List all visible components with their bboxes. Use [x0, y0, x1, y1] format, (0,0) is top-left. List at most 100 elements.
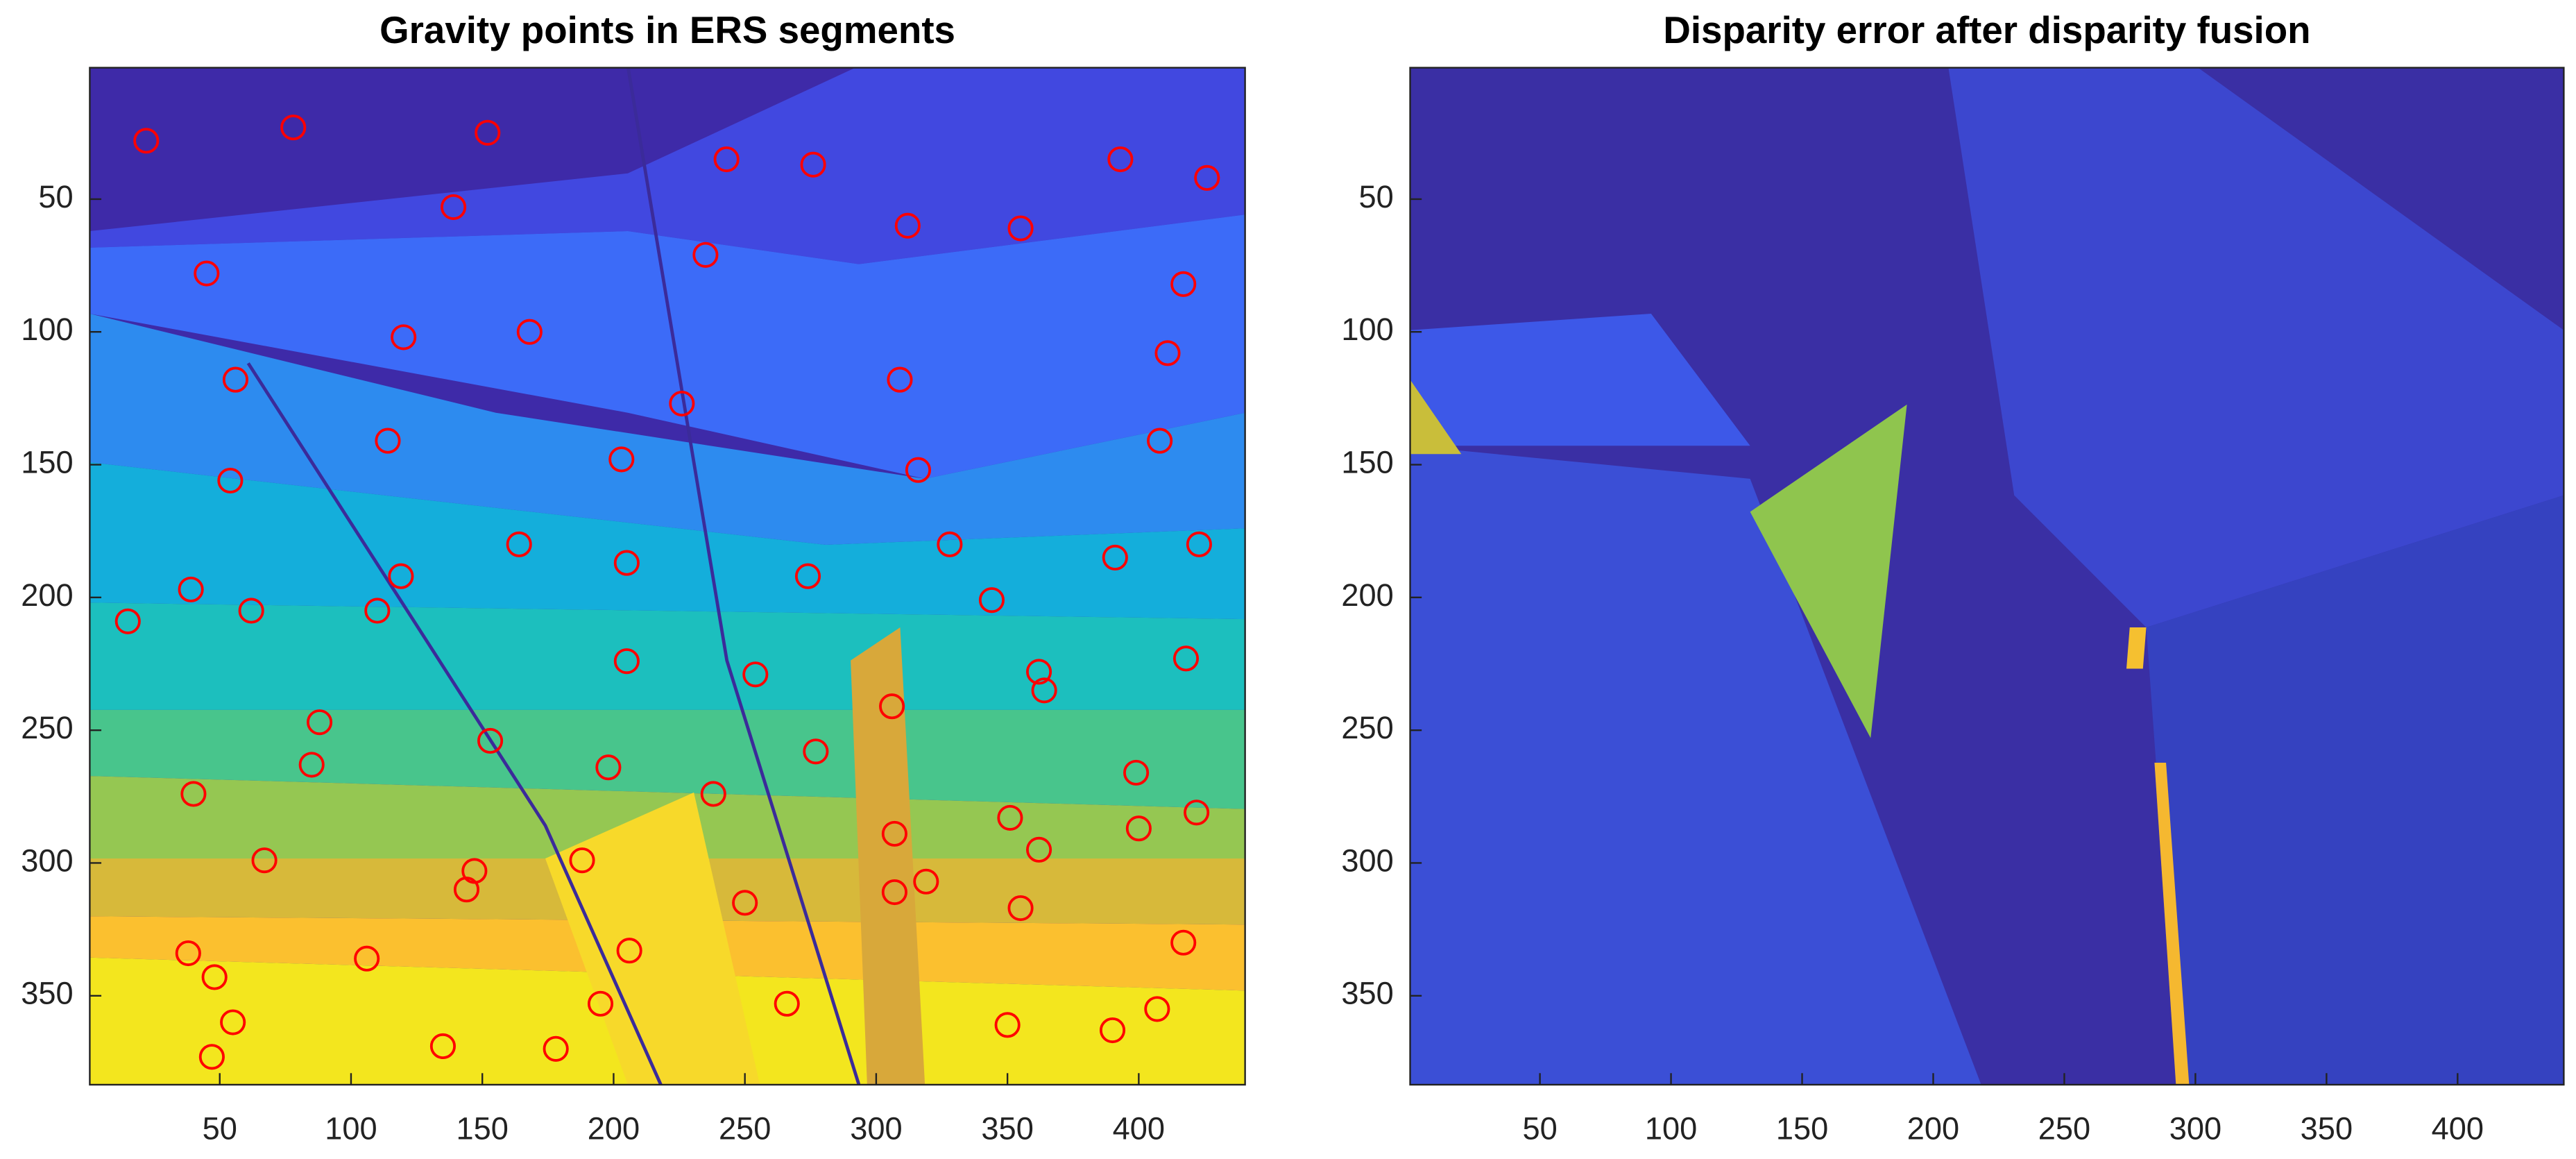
x-tick-label: 100	[325, 1110, 377, 1146]
chart-title: Disparity error after disparity fusion	[1663, 8, 2310, 51]
gravity-point	[194, 260, 220, 287]
gravity-point	[201, 964, 228, 990]
gravity-point	[894, 212, 921, 239]
chart-title: Gravity points in ERS segments	[379, 8, 955, 51]
gravity-point	[453, 877, 480, 903]
gravity-point	[178, 576, 204, 602]
gravity-point	[803, 738, 829, 765]
gravity-point	[881, 820, 907, 847]
gravity-point	[887, 366, 913, 393]
gravity-point	[937, 531, 963, 557]
y-tick-label: 300	[1341, 843, 1393, 878]
gravity-point	[913, 868, 939, 895]
gravity-point	[1144, 996, 1170, 1022]
gravity-point	[364, 598, 391, 624]
gravity-point	[997, 804, 1023, 831]
gravity-point	[238, 598, 264, 624]
gravity-point	[1194, 164, 1220, 191]
error-image	[1410, 67, 2564, 1085]
gravity-point	[587, 990, 614, 1017]
x-tick-label: 350	[981, 1110, 1033, 1146]
gravity-point	[175, 940, 201, 967]
gravity-point	[692, 242, 719, 268]
segment-image	[89, 67, 1245, 1085]
gravity-point	[1154, 340, 1181, 366]
gravity-point	[217, 467, 244, 494]
gravity-point	[742, 661, 769, 688]
gravity-point	[280, 115, 307, 141]
gravity-point	[391, 324, 417, 350]
gravity-point	[198, 1044, 225, 1070]
gravity-point	[516, 319, 543, 345]
gravity-point	[1172, 645, 1200, 672]
gravity-point	[1102, 544, 1128, 571]
x-tick-label: 400	[1113, 1110, 1165, 1146]
gravity-point	[307, 709, 333, 736]
y-tick-label: 350	[21, 976, 73, 1011]
gravity-point	[569, 847, 595, 874]
gravity-point	[354, 945, 380, 972]
gravity-point	[506, 531, 532, 557]
gravity-point	[905, 457, 932, 483]
gravity-point	[1099, 1017, 1126, 1044]
gravity-point	[1007, 215, 1034, 242]
gravity-point	[220, 1009, 246, 1035]
gravity-point	[222, 366, 249, 393]
axes-frame	[89, 67, 1246, 1086]
x-tick-label: 400	[2432, 1110, 2484, 1146]
y-tick-label: 100	[1341, 312, 1393, 347]
gravity-point	[133, 128, 160, 154]
gravity-point	[429, 1033, 456, 1060]
y-tick-label: 200	[1341, 577, 1393, 613]
gravity-point	[475, 119, 501, 146]
gravity-point	[794, 563, 821, 589]
gravity-point	[1107, 146, 1134, 173]
x-tick-label: 250	[719, 1110, 771, 1146]
x-tick-label: 150	[457, 1110, 509, 1146]
gravity-point	[375, 428, 401, 454]
gravity-point	[1031, 677, 1057, 704]
gravity-point	[1147, 428, 1173, 454]
x-tick-label: 50	[203, 1110, 237, 1146]
gravity-point	[1025, 836, 1052, 863]
gravity-point	[251, 847, 278, 874]
x-tick-label: 200	[1907, 1110, 1959, 1146]
gravity-point	[595, 754, 622, 781]
gravity-point	[700, 781, 726, 807]
x-tick-label: 300	[850, 1110, 902, 1146]
y-tick-label: 350	[1341, 976, 1393, 1011]
y-tick-label: 50	[1358, 179, 1393, 214]
x-tick-label: 50	[1522, 1110, 1557, 1146]
gravity-point	[613, 648, 640, 675]
gravity-point	[114, 608, 141, 634]
gravity-point	[994, 1012, 1021, 1038]
gravity-point	[1025, 659, 1052, 685]
gravity-point	[1170, 929, 1197, 956]
y-tick-label: 250	[1341, 710, 1393, 745]
gravity-point	[879, 693, 905, 720]
x-tick-label: 350	[2301, 1110, 2353, 1146]
gravity-point	[543, 1035, 569, 1062]
gravity-point	[978, 587, 1005, 614]
y-tick-label: 100	[21, 312, 73, 347]
gravity-point	[881, 879, 907, 906]
gravity-point	[1184, 800, 1210, 826]
y-tick-label: 150	[1341, 444, 1393, 480]
gravity-point	[1125, 815, 1152, 842]
y-tick-label: 300	[21, 843, 73, 878]
gravity-point	[613, 550, 640, 576]
gravity-point	[1123, 759, 1150, 786]
gravity-point	[477, 727, 504, 754]
gravity-point	[1170, 271, 1197, 297]
x-tick-label: 250	[2038, 1110, 2090, 1146]
gravity-point	[774, 990, 800, 1017]
plot-layer: Gravity points in ERS segments 50 100 150 20…	[21, 8, 2565, 1146]
y-tick-label: 200	[21, 577, 73, 613]
gravity-point	[441, 194, 467, 220]
y-tick-label: 250	[21, 710, 73, 745]
gravity-point	[180, 781, 207, 807]
gravity-point	[608, 446, 635, 473]
gravity-point	[669, 390, 695, 417]
